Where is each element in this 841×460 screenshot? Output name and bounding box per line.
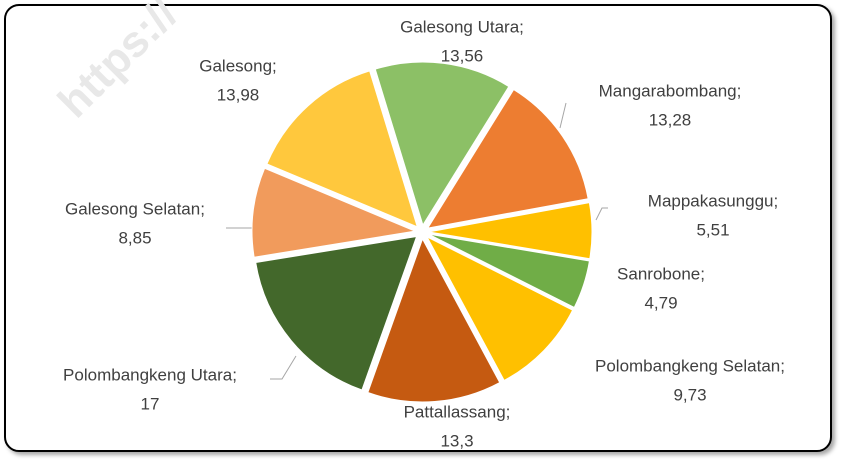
chart-frame	[4, 4, 832, 452]
pie-slice	[428, 233, 591, 309]
leader-line	[559, 102, 567, 129]
slice-value: 13,28	[649, 110, 692, 129]
slice-label: Pattallassang;	[404, 402, 511, 421]
slice-label: Galesong Utara;	[400, 17, 524, 36]
pie-slice	[426, 88, 589, 229]
pie-slice	[428, 202, 593, 260]
slice-value: 8,85	[118, 228, 151, 247]
slice-label: Polombangkeng Utara;	[63, 365, 237, 384]
slice-label: Galesong;	[199, 56, 277, 75]
pie-slice	[367, 237, 501, 403]
leader-line	[270, 355, 297, 380]
slice-value: 17	[141, 394, 160, 413]
leader-line	[595, 207, 608, 221]
pie-slice	[266, 70, 419, 228]
slice-value: 13,3	[440, 431, 473, 450]
pie-slice	[425, 235, 574, 382]
pie-slice	[374, 61, 510, 227]
slice-label: Mappakasunggu;	[648, 191, 778, 210]
slice-value: 5,51	[696, 220, 729, 239]
slice-label: Polombangkeng Selatan;	[595, 356, 785, 375]
slice-value: 13,56	[441, 46, 484, 65]
pie-slice	[251, 167, 417, 258]
slice-value: 4,79	[644, 293, 677, 312]
slice-label: Sanrobone;	[617, 264, 705, 283]
slice-label: Mangarabombang;	[599, 81, 742, 100]
slice-value: 13,98	[217, 85, 260, 104]
pie-slice	[255, 235, 418, 391]
slice-label: Galesong Selatan;	[65, 199, 205, 218]
slice-value: 9,73	[673, 385, 706, 404]
